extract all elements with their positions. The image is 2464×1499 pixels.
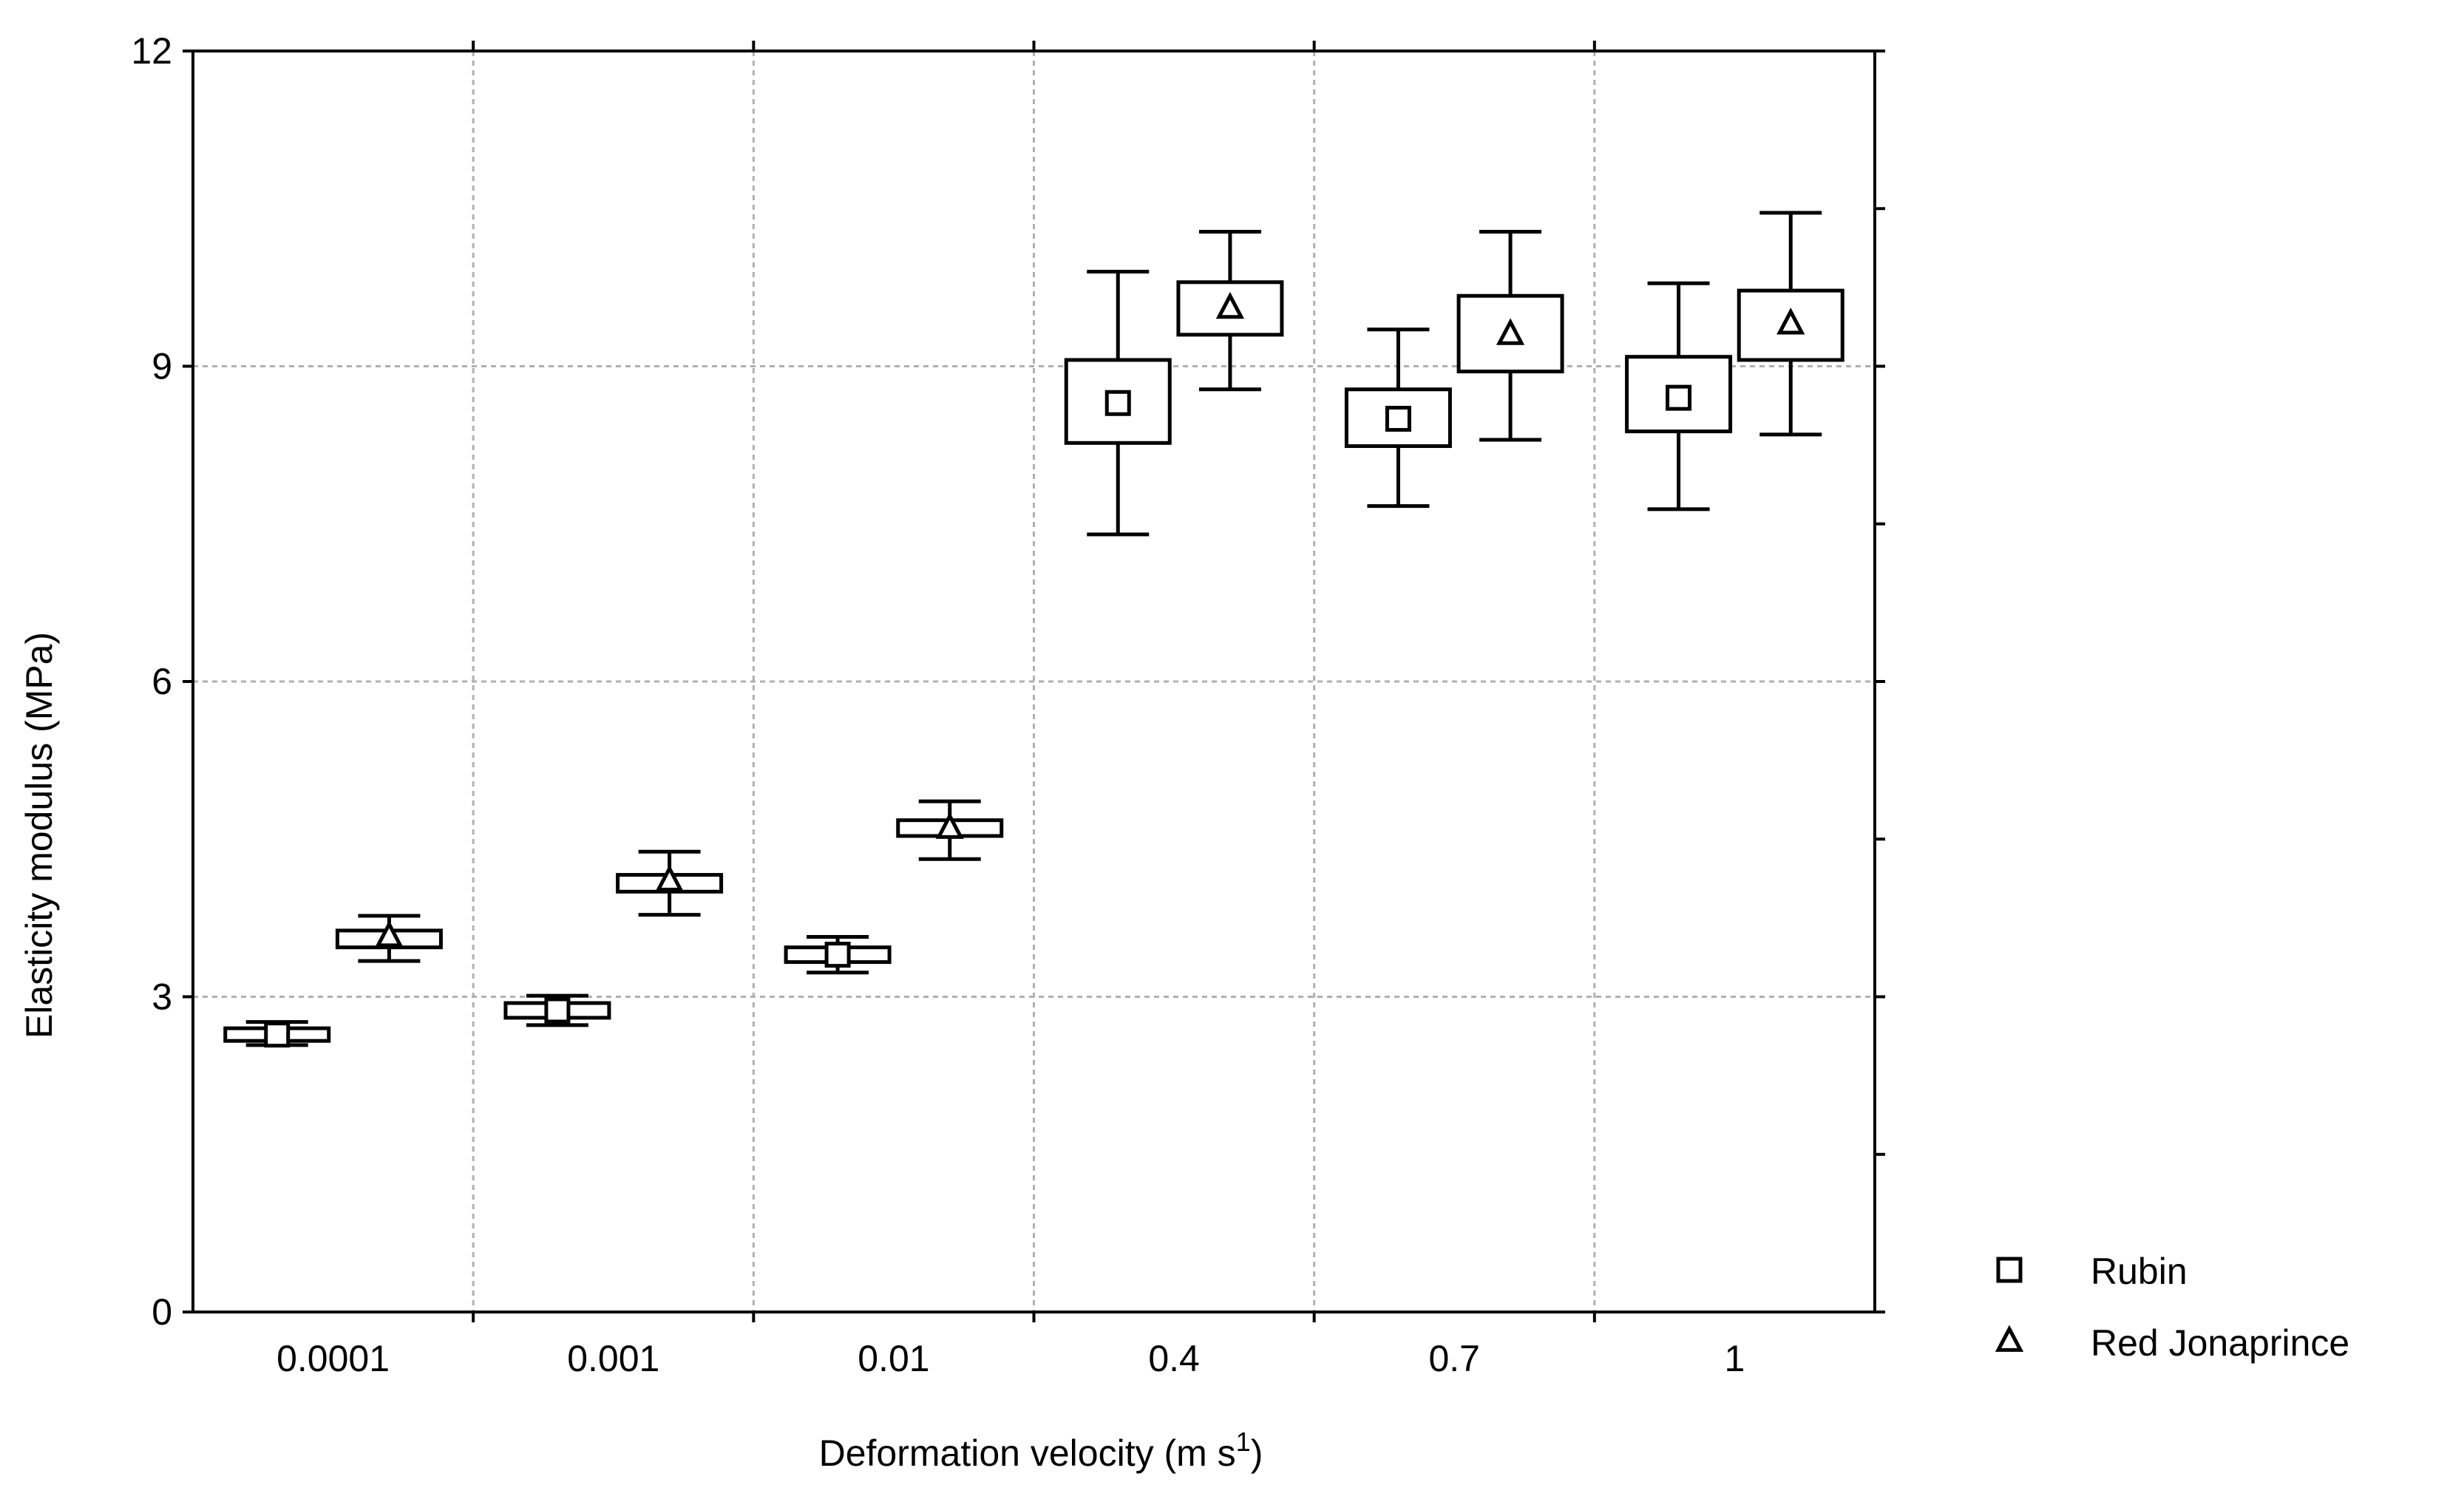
legend-item: Red Jonaprince xyxy=(1995,1322,2349,1364)
legend-item: Rubin xyxy=(1996,1251,2188,1292)
plot-frame xyxy=(191,50,1876,1313)
box-plot xyxy=(1176,230,1284,392)
y-tick-label: 9 xyxy=(152,346,172,387)
box-plot xyxy=(1064,270,1172,537)
box-plot xyxy=(223,1020,331,1048)
x-tick-labels: 0.0001 0.001 0.01 0.4 0.7 1 xyxy=(276,1338,1745,1379)
mean-marker-square xyxy=(1385,406,1411,432)
box-plot xyxy=(503,993,611,1027)
legend: Rubin Red Jonaprince xyxy=(1995,1251,2349,1364)
mean-marker-triangle xyxy=(1496,318,1525,345)
y-tick-label: 6 xyxy=(152,661,172,702)
x-tick-label: 0.7 xyxy=(1428,1338,1480,1379)
mean-marker-triangle xyxy=(655,864,684,892)
legend-marker-triangle xyxy=(1995,1325,2024,1352)
x-axis-label: Deformation velocity (m s1) xyxy=(819,1427,1263,1474)
x-axis-label-close: ) xyxy=(1251,1432,1263,1474)
box-plot xyxy=(1625,281,1733,511)
box-plot xyxy=(1456,230,1564,442)
mean-marker-square xyxy=(1104,390,1131,416)
box-rect xyxy=(1625,355,1733,434)
y-tick-label: 0 xyxy=(152,1291,172,1333)
mean-marker-square xyxy=(264,1022,291,1048)
series-red-jonaprince xyxy=(335,211,1844,963)
series-rubin xyxy=(223,270,1733,1048)
box-plot xyxy=(335,914,443,963)
legend-label: Red Jonaprince xyxy=(2091,1322,2349,1364)
box-plot xyxy=(896,799,1004,861)
mean-marker-triangle xyxy=(1776,307,1805,335)
mean-marker-square xyxy=(824,942,851,968)
y-axis-label: Elasticity modulus (MPa) xyxy=(18,632,60,1039)
legend-marker-square xyxy=(1996,1257,2023,1283)
mean-marker-triangle xyxy=(375,920,404,948)
mean-marker-triangle xyxy=(935,812,964,839)
box-plot xyxy=(1737,211,1844,437)
box-plot xyxy=(616,849,724,917)
axis-ticks xyxy=(183,41,1885,1322)
x-tick-label: 0.001 xyxy=(567,1338,659,1379)
y-tick-labels: 0 3 6 9 12 xyxy=(131,30,172,1333)
box-plot xyxy=(784,934,892,975)
plot-series xyxy=(223,211,1844,1048)
x-tick-label: 1 xyxy=(1725,1338,1745,1379)
mean-marker-triangle xyxy=(1215,291,1245,319)
x-tick-label: 0.4 xyxy=(1148,1338,1200,1379)
grid-lines xyxy=(193,51,1875,1312)
x-tick-label: 0.0001 xyxy=(276,1338,390,1379)
x-axis-label-super: 1 xyxy=(1236,1427,1251,1457)
mean-marker-square xyxy=(1666,384,1692,411)
x-tick-label: 0.01 xyxy=(858,1338,929,1379)
x-axis-label-main: Deformation velocity (m s xyxy=(819,1432,1236,1474)
y-tick-label: 3 xyxy=(152,976,172,1018)
y-tick-label: 12 xyxy=(131,30,172,72)
x-axis-title: Deformation velocity (m s1) xyxy=(819,1427,1263,1474)
legend-label: Rubin xyxy=(2091,1251,2188,1292)
box-plot xyxy=(1344,327,1452,509)
mean-marker-square xyxy=(544,997,571,1024)
